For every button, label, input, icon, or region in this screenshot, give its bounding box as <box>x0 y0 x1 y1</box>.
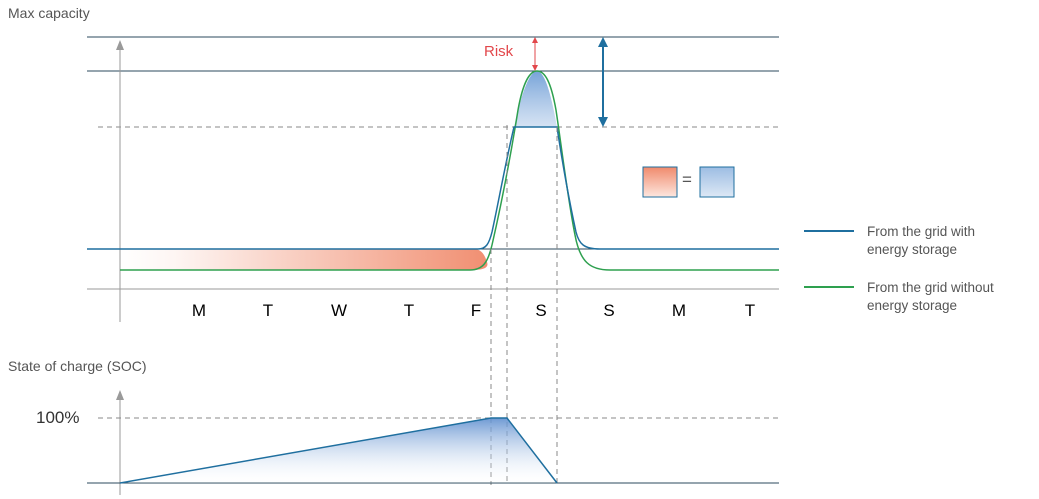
bottom-chart-title: State of charge (SOC) <box>8 358 147 374</box>
top-chart-title: Max capacity <box>8 5 90 21</box>
charging-area <box>120 249 488 270</box>
day-label: T <box>745 301 755 320</box>
legend-label-line2: energy storage <box>867 298 958 313</box>
day-label: S <box>603 301 614 320</box>
day-label: T <box>404 301 414 320</box>
day-label: W <box>331 301 347 320</box>
legend-line-with-storage <box>804 230 854 232</box>
with-storage-line <box>87 126 779 250</box>
diagram-svg: M T W T F S S M T <box>87 36 779 495</box>
top-y-axis-arrow <box>116 40 124 50</box>
peak-shaved-area <box>514 71 557 127</box>
legend-label-line2: energy storage <box>867 242 958 257</box>
day-label: S <box>535 301 546 320</box>
legend-label-line1: From the grid with <box>867 224 976 239</box>
day-label: M <box>672 301 686 320</box>
without-storage-line <box>120 70 779 271</box>
day-label: T <box>263 301 273 320</box>
swatch-orange <box>642 166 678 198</box>
legend-line-without-storage <box>804 286 854 288</box>
day-label: M <box>192 301 206 320</box>
bottom-y-axis-arrow <box>116 390 124 400</box>
risk-label: Risk <box>484 43 514 60</box>
day-label: F <box>471 301 481 320</box>
soc-max-label: 100% <box>36 408 80 427</box>
soc-area <box>120 418 557 483</box>
legend-label-line1: From the grid without <box>867 280 994 295</box>
swatch-blue <box>699 166 735 198</box>
equals-sign: = <box>682 170 692 189</box>
soc-line <box>119 417 558 484</box>
